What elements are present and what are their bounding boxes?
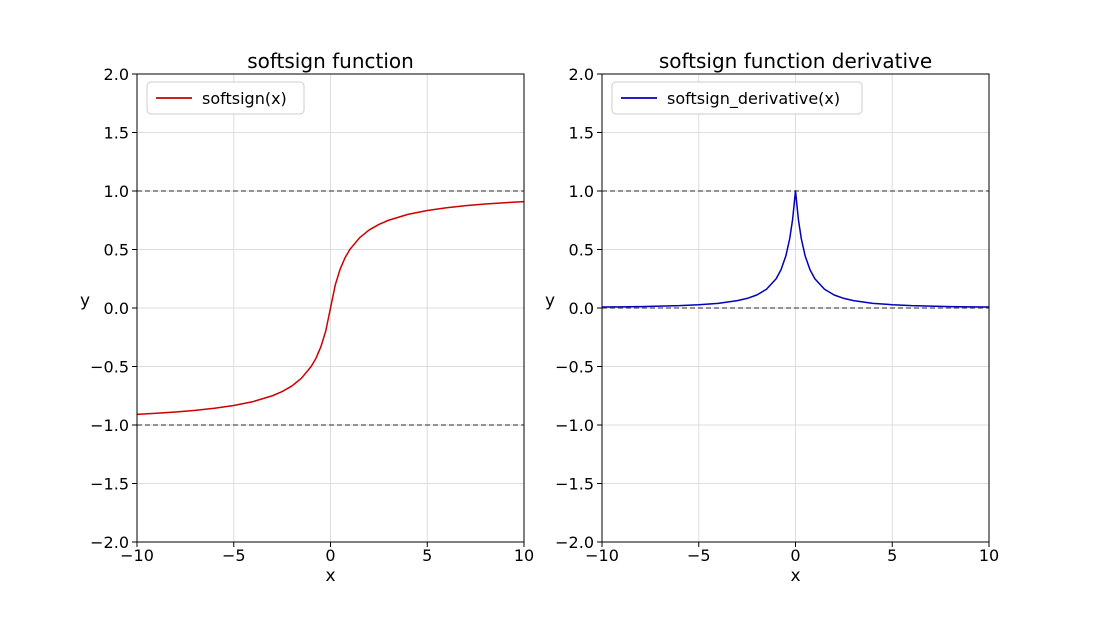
x-tick-label: −10 [120, 546, 154, 565]
chart-title: softsign function derivative [659, 49, 932, 73]
y-tick-label: 0.5 [104, 241, 129, 260]
chart-title: softsign function [247, 49, 414, 73]
y-tick-label: −1.0 [555, 416, 594, 435]
y-tick-label: 0.0 [569, 299, 594, 318]
y-tick-label: −2.0 [555, 533, 594, 552]
x-tick-label: −5 [687, 546, 711, 565]
y-tick-label: 0.5 [569, 241, 594, 260]
softsign-derivative-plot-panel: −10 −5 0 5 10 −2.0 −1.5 −1.0 −0.5 0.0 0.5 1.0 1.5 2.0… [545, 49, 999, 586]
x-tick-label: 5 [887, 546, 897, 565]
x-tick-label: 10 [979, 546, 999, 565]
legend-box [611, 81, 863, 115]
legend-box [146, 81, 305, 115]
x-tick-label: 0 [325, 546, 335, 565]
legend-label: softsign_derivative(x) [667, 89, 840, 109]
legend: softsign(x) [146, 81, 305, 115]
y-tick-label: 1.5 [104, 124, 129, 143]
series-line [136, 200, 525, 416]
y-tick-label: −2.0 [90, 533, 129, 552]
x-tick-label: 0 [790, 546, 800, 565]
y-axis-label: y [545, 291, 555, 311]
x-axis-label: x [325, 566, 335, 586]
x-tick-label: −10 [585, 546, 619, 565]
y-tick-label: 2.0 [104, 65, 129, 84]
y-tick-label: 1.0 [569, 182, 594, 201]
y-tick-label: 2.0 [569, 65, 594, 84]
y-tick-label: 1.5 [569, 124, 594, 143]
y-axis-label: y [80, 291, 90, 311]
x-tick-label: −5 [222, 546, 246, 565]
legend-label: softsign(x) [202, 89, 287, 108]
y-tick-label: 0.0 [104, 299, 129, 318]
series-line [601, 190, 990, 308]
x-tick-label: 10 [514, 546, 534, 565]
legend: softsign_derivative(x) [611, 81, 863, 115]
x-tick-label: 5 [422, 546, 432, 565]
softsign-plot-panel: −10 −5 0 5 10 −2.0 −1.5 −1.0 −0.5 0.0 0.5 1.0 1.5 2.0… [80, 49, 534, 586]
y-tick-label: −1.0 [90, 416, 129, 435]
x-axis-label: x [790, 566, 800, 586]
y-tick-label: 1.0 [104, 182, 129, 201]
y-tick-label: −0.5 [90, 358, 129, 377]
y-tick-label: −0.5 [555, 358, 594, 377]
y-tick-label: −1.5 [555, 475, 594, 494]
y-tick-label: −1.5 [90, 475, 129, 494]
